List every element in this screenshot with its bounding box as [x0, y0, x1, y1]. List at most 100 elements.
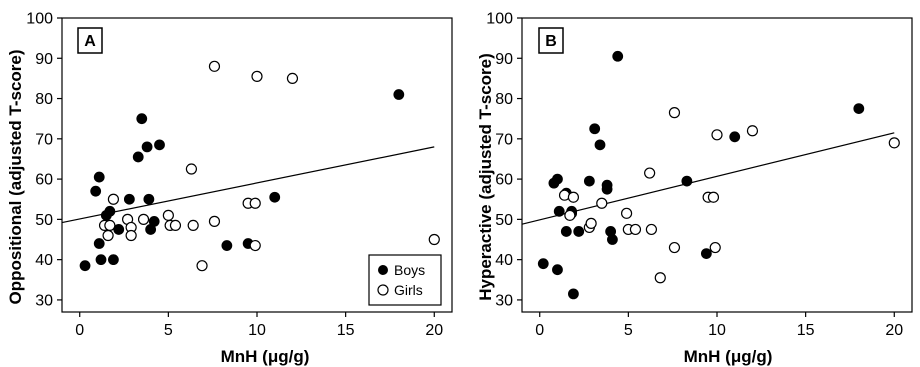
point-boys [681, 175, 693, 187]
plot-frame [521, 17, 913, 313]
point-girls [102, 229, 114, 242]
x-tick-label: 15 [337, 322, 355, 339]
point-boys [90, 185, 102, 197]
plot-marks [521, 50, 900, 300]
point-girls [286, 72, 299, 85]
y-tick-label: 100 [26, 11, 53, 28]
x-tick-label: 5 [624, 322, 633, 339]
point-girls [668, 107, 681, 119]
panel-a: Oppositional (adjusted T-score) 30405060… [6, 11, 453, 366]
y-tick-label: 70 [35, 131, 53, 148]
point-boys [568, 288, 579, 300]
point-boys [269, 191, 281, 203]
y-tick-label: 50 [35, 212, 53, 229]
point-boys [583, 175, 595, 187]
point-girls [137, 213, 150, 225]
point-boys [393, 89, 405, 100]
y-axis-title: Oppositional (adjusted T-score) [6, 49, 25, 304]
regression-line [521, 132, 895, 225]
point-girls [125, 229, 137, 242]
point-boys [154, 139, 165, 151]
point-girls [644, 167, 656, 179]
point-girls [585, 217, 597, 229]
x-tick-label: 10 [708, 322, 726, 339]
point-boys [537, 258, 549, 270]
plot-frame [61, 17, 453, 313]
y-tick-label: 90 [35, 51, 53, 68]
panel-label-box: A [77, 27, 103, 54]
x-axis-title: MnH (μg/g) [684, 347, 773, 366]
regression-line [61, 146, 435, 224]
legend: Boys Girls [368, 254, 442, 306]
point-boys [700, 248, 712, 260]
point-girls [629, 223, 642, 236]
point-girls [709, 241, 721, 254]
point-boys [93, 238, 105, 249]
point-girls [104, 219, 116, 232]
legend-marker-girls [377, 284, 389, 296]
point-girls [620, 207, 633, 219]
y-tick-label: 80 [35, 91, 53, 108]
point-girls [707, 191, 720, 203]
point-girls [169, 219, 182, 232]
y-tick-label: 100 [486, 11, 513, 28]
point-girls [251, 70, 263, 82]
legend-label-girls: Girls [394, 282, 423, 298]
y-tick-label: 90 [495, 51, 513, 68]
point-boys [729, 131, 741, 143]
legend-label-boys: Boys [394, 262, 425, 278]
y-tick-labels: 30 40 50 60 70 80 90 100 [26, 11, 62, 309]
point-boys [553, 205, 565, 217]
point-boys [104, 205, 116, 217]
y-axis-title: Hyperactive (adjusted T-score) [476, 53, 495, 301]
point-girls [107, 193, 120, 205]
point-girls [249, 197, 261, 209]
point-boys [95, 254, 107, 266]
y-tick-label: 40 [495, 252, 513, 269]
point-boys [136, 113, 148, 125]
point-girls [564, 209, 576, 221]
point-girls [162, 209, 174, 221]
point-boys [594, 139, 606, 151]
point-boys [143, 193, 155, 205]
point-girls [711, 129, 723, 141]
point-girls [249, 239, 261, 252]
point-girls [746, 125, 759, 137]
point-girls [196, 260, 208, 272]
point-boys [221, 240, 233, 251]
point-girls [668, 241, 681, 254]
point-boys [552, 264, 563, 276]
point-girls [185, 163, 198, 175]
x-tick-labels: 0 5 10 15 20 [75, 312, 443, 339]
x-tick-label: 0 [535, 322, 544, 339]
point-girls [567, 191, 580, 203]
y-tick-label: 80 [495, 91, 513, 108]
y-tick-label: 30 [35, 292, 53, 309]
x-axis-title: MnH (μg/g) [221, 347, 310, 366]
x-tick-label: 20 [885, 322, 903, 339]
point-boys [93, 171, 105, 183]
point-boys [589, 123, 601, 135]
point-girls [428, 233, 440, 246]
panel-label: B [545, 33, 557, 50]
point-boys [853, 103, 865, 115]
y-tick-label: 70 [495, 131, 513, 148]
point-boys [552, 173, 563, 185]
point-girls [888, 137, 900, 149]
point-girls [596, 197, 608, 209]
y-tick-labels: 30 40 50 60 70 80 90 100 [486, 11, 522, 309]
plot-marks [61, 60, 440, 272]
y-tick-label: 30 [495, 292, 513, 309]
y-tick-label: 60 [35, 172, 53, 189]
point-boys [560, 226, 572, 237]
x-tick-labels: 0 5 10 15 20 [535, 312, 903, 339]
panel-b: Hyperactive (adjusted T-score) 304050607… [476, 11, 913, 366]
point-girls [187, 219, 199, 232]
x-tick-label: 5 [164, 322, 173, 339]
panel-label: A [84, 33, 96, 50]
point-boys [612, 50, 624, 62]
point-boys [79, 260, 91, 272]
point-boys [141, 141, 153, 153]
x-tick-label: 10 [248, 322, 266, 339]
